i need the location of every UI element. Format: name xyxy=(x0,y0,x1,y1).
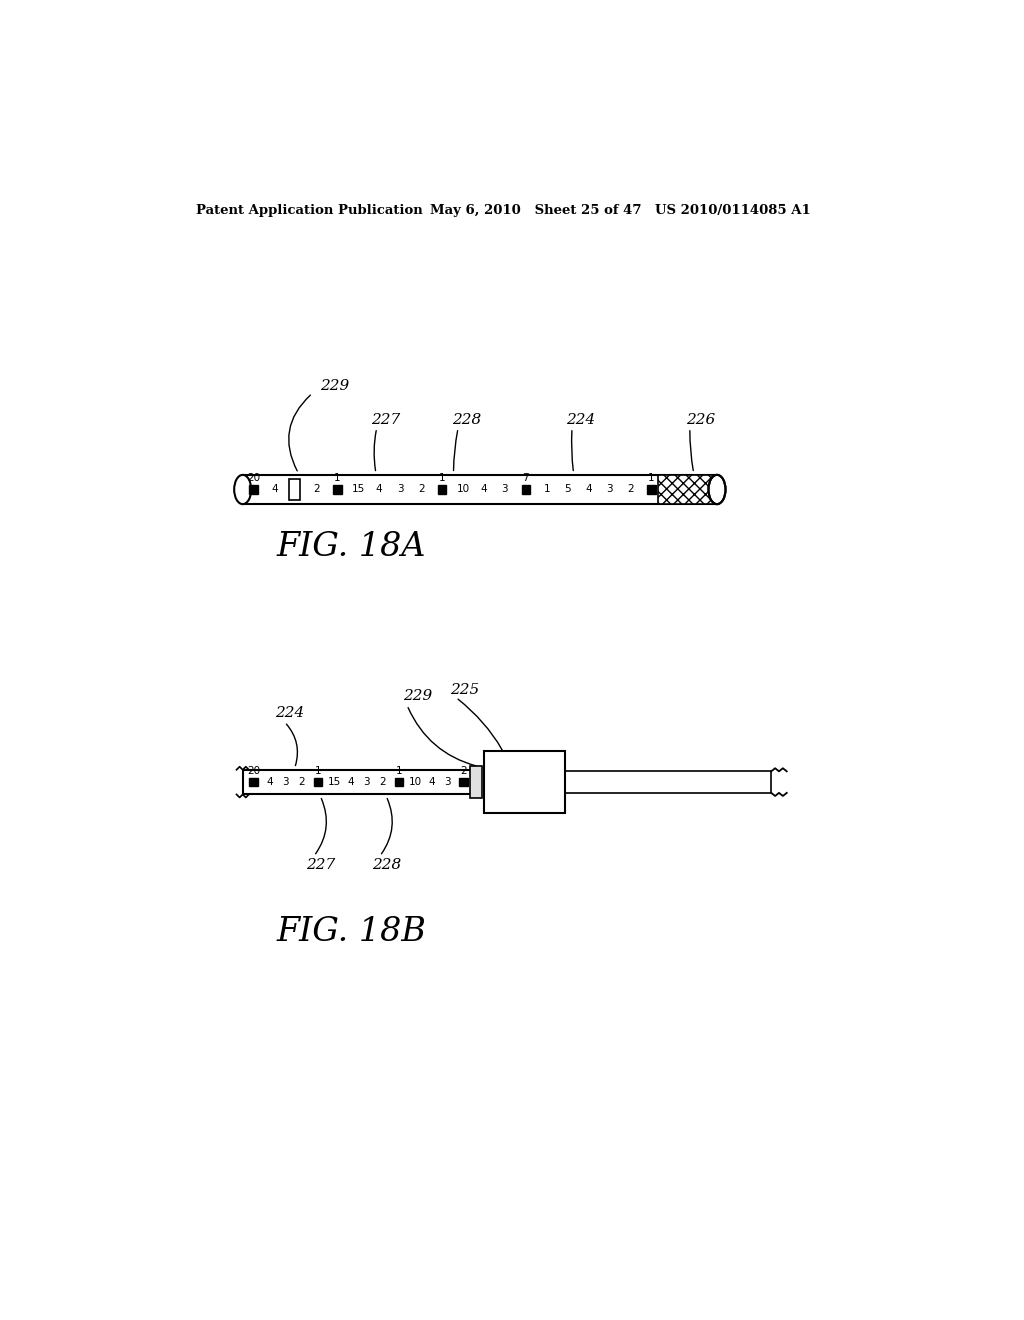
Text: 1: 1 xyxy=(438,473,445,483)
Text: 4: 4 xyxy=(480,484,487,495)
Text: US 2010/0114085 A1: US 2010/0114085 A1 xyxy=(655,205,811,218)
Text: 2: 2 xyxy=(460,766,467,776)
Bar xyxy=(289,479,300,499)
Bar xyxy=(521,486,530,494)
Text: 3: 3 xyxy=(397,484,403,495)
Text: 20: 20 xyxy=(247,766,260,776)
Text: 10: 10 xyxy=(409,777,422,787)
Text: FIG. 18B: FIG. 18B xyxy=(276,916,427,948)
Bar xyxy=(565,771,771,793)
Bar xyxy=(460,777,468,787)
Text: 224: 224 xyxy=(566,413,595,428)
Bar xyxy=(483,751,565,813)
Text: 225: 225 xyxy=(450,682,479,697)
Text: 2: 2 xyxy=(628,484,634,495)
Bar xyxy=(647,486,655,494)
Text: 226: 226 xyxy=(686,413,715,428)
Text: 3: 3 xyxy=(283,777,289,787)
Text: 227: 227 xyxy=(306,858,336,873)
Bar xyxy=(314,777,323,787)
Text: 1: 1 xyxy=(314,766,322,776)
Text: 4: 4 xyxy=(266,777,273,787)
Text: 1: 1 xyxy=(648,473,654,483)
Bar xyxy=(243,770,473,795)
Text: 2: 2 xyxy=(418,484,424,495)
Text: 224: 224 xyxy=(275,706,304,719)
Text: 20: 20 xyxy=(247,473,260,483)
Bar xyxy=(394,777,403,787)
Bar xyxy=(249,777,258,787)
Bar xyxy=(438,486,446,494)
Ellipse shape xyxy=(234,475,251,504)
Text: 2: 2 xyxy=(299,777,305,787)
Bar xyxy=(249,486,258,494)
Bar xyxy=(243,475,717,504)
Text: 4: 4 xyxy=(586,484,592,495)
Text: 4: 4 xyxy=(347,777,354,787)
Text: 1: 1 xyxy=(544,484,550,495)
Text: 3: 3 xyxy=(364,777,370,787)
Text: May 6, 2010   Sheet 25 of 47: May 6, 2010 Sheet 25 of 47 xyxy=(430,205,642,218)
Text: 228: 228 xyxy=(372,858,401,873)
Text: 1: 1 xyxy=(334,473,341,483)
Text: 10: 10 xyxy=(457,484,470,495)
Text: 3: 3 xyxy=(606,484,613,495)
Text: 3: 3 xyxy=(444,777,451,787)
Text: FIG. 18A: FIG. 18A xyxy=(276,531,426,564)
Bar xyxy=(470,766,482,799)
Text: 228: 228 xyxy=(452,413,481,428)
Bar xyxy=(657,475,717,504)
Text: 4: 4 xyxy=(271,484,278,495)
Text: 1: 1 xyxy=(395,766,402,776)
Text: 4: 4 xyxy=(428,777,434,787)
Text: 4: 4 xyxy=(376,484,383,495)
Text: 7: 7 xyxy=(522,473,529,483)
Text: 5: 5 xyxy=(564,484,571,495)
Text: 229: 229 xyxy=(321,379,349,392)
Text: 3: 3 xyxy=(292,484,299,495)
Text: 15: 15 xyxy=(328,777,341,787)
Ellipse shape xyxy=(709,475,726,504)
Text: 15: 15 xyxy=(351,484,365,495)
Text: Patent Application Publication: Patent Application Publication xyxy=(197,205,423,218)
Bar xyxy=(333,486,342,494)
Text: 3: 3 xyxy=(502,484,508,495)
Text: 227: 227 xyxy=(371,413,399,428)
Text: 229: 229 xyxy=(403,689,432,702)
Text: 2: 2 xyxy=(380,777,386,787)
Text: 2: 2 xyxy=(313,484,319,495)
